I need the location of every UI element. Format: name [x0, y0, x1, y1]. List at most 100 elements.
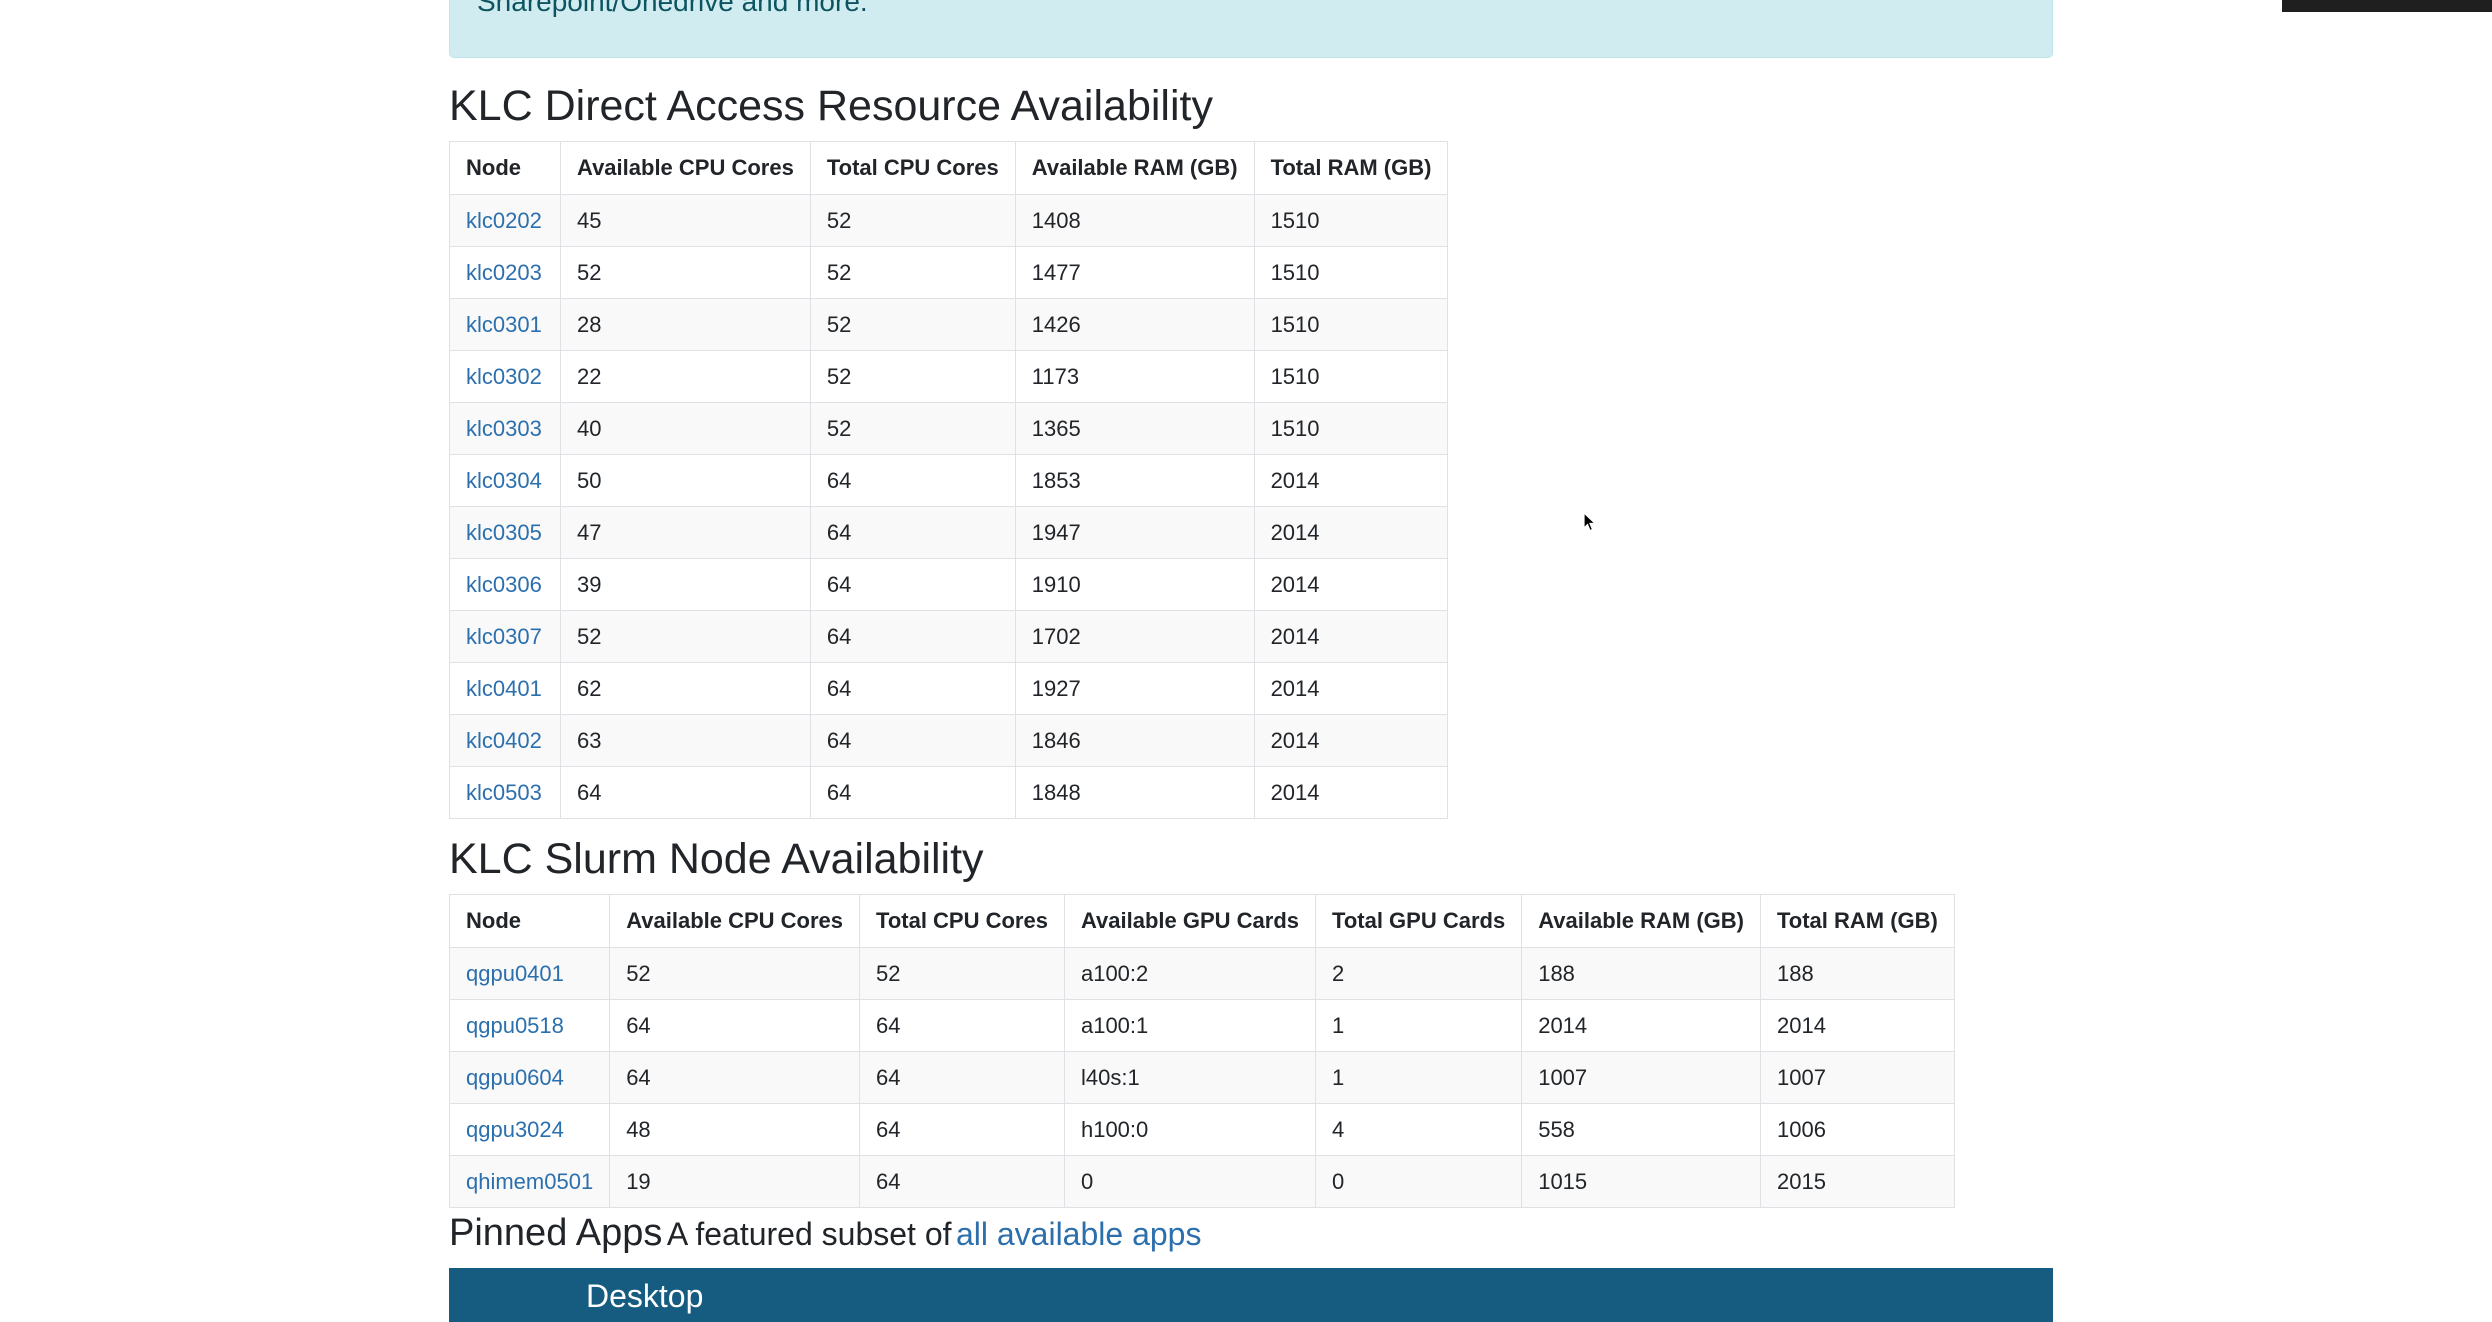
table-cell: 1015	[1521, 1155, 1761, 1208]
table-cell: 64	[809, 766, 1016, 819]
all-apps-link[interactable]: all available apps	[955, 1216, 1202, 1252]
node-cell: klc0301	[449, 298, 561, 351]
node-link[interactable]: klc0303	[466, 415, 542, 441]
node-cell: klc0306	[449, 558, 561, 611]
mouse-pointer-icon	[1583, 512, 1597, 532]
slurm-title: KLC Slurm Node Availability	[449, 835, 984, 883]
table-header-row: Node Available CPU Cores Total CPU Cores…	[448, 894, 1955, 948]
table-cell: 63	[560, 714, 811, 767]
node-link[interactable]: qgpu0604	[466, 1064, 564, 1090]
table-cell: 1477	[1014, 246, 1255, 299]
column-header: Available RAM (GB)	[1521, 894, 1761, 948]
table-row: qgpu0518 64 64 a100:1 1 2014 2014	[448, 999, 1955, 1052]
column-header: Total RAM (GB)	[1759, 894, 1955, 948]
column-header: Available CPU Cores	[560, 141, 811, 195]
node-link[interactable]: qgpu0401	[466, 960, 564, 986]
node-link[interactable]: klc0302	[466, 363, 542, 389]
table-cell: a100:1	[1063, 999, 1317, 1052]
table-cell: 1510	[1253, 246, 1449, 299]
table-cell: l40s:1	[1063, 1051, 1317, 1104]
table-cell: 45	[560, 194, 811, 247]
table-cell: 64	[859, 1051, 1065, 1104]
table-cell: 2014	[1253, 610, 1449, 663]
table-cell: 2014	[1253, 558, 1449, 611]
table-cell: 40	[560, 402, 811, 455]
table-cell: 48	[609, 1103, 861, 1156]
node-cell: qgpu3024	[448, 1103, 611, 1156]
table-cell: 64	[809, 506, 1016, 559]
node-link[interactable]: klc0401	[466, 675, 542, 701]
table-cell: 2014	[1253, 766, 1449, 819]
column-header: Node	[449, 141, 561, 195]
table-cell: 1947	[1014, 506, 1255, 559]
table-cell: 52	[859, 947, 1065, 1000]
table-cell: 1846	[1014, 714, 1255, 767]
table-cell: 64	[859, 1103, 1065, 1156]
table-cell: 2014	[1521, 999, 1761, 1052]
table-cell: 47	[560, 506, 811, 559]
desktop-app-card[interactable]: Desktop	[449, 1268, 2053, 1322]
node-link[interactable]: klc0203	[466, 259, 542, 285]
table-cell: 1	[1315, 1051, 1523, 1104]
node-cell: qgpu0518	[448, 999, 611, 1052]
node-link[interactable]: qgpu3024	[466, 1116, 564, 1142]
table-row: qgpu0401 52 52 a100:2 2 188 188	[448, 947, 1955, 1000]
table-cell: 64	[809, 610, 1016, 663]
table-header-row: Node Available CPU Cores Total CPU Cores…	[449, 141, 1449, 195]
table-row: klc0503 64 64 1848 2014	[449, 766, 1449, 819]
table-cell: 19	[609, 1155, 861, 1208]
table-cell: 1510	[1253, 194, 1449, 247]
node-link[interactable]: klc0306	[466, 571, 542, 597]
direct-access-table: Node Available CPU Cores Total CPU Cores…	[449, 141, 1449, 819]
table-cell: 28	[560, 298, 811, 351]
node-cell: qgpu0604	[448, 1051, 611, 1104]
pinned-apps-heading: Pinned Apps A featured subset of all ava…	[449, 1212, 1201, 1255]
node-link[interactable]: qhimem0501	[466, 1168, 594, 1194]
column-header: Total RAM (GB)	[1253, 141, 1449, 195]
table-cell: 1848	[1014, 766, 1255, 819]
info-alert: Sharepoint/Onedrive and more.	[449, 0, 2053, 58]
node-cell: klc0203	[449, 246, 561, 299]
node-link[interactable]: klc0301	[466, 311, 542, 337]
node-cell: qgpu0401	[448, 947, 611, 1000]
node-link[interactable]: klc0307	[466, 623, 542, 649]
table-cell: 2014	[1253, 662, 1449, 715]
node-link[interactable]: klc0503	[466, 779, 542, 805]
table-cell: 64	[809, 662, 1016, 715]
node-link[interactable]: klc0304	[466, 467, 542, 493]
table-cell: 1910	[1014, 558, 1255, 611]
table-cell: 64	[859, 999, 1065, 1052]
node-cell: klc0503	[449, 766, 561, 819]
table-cell: 1853	[1014, 454, 1255, 507]
table-cell: 50	[560, 454, 811, 507]
table-cell: 0	[1315, 1155, 1523, 1208]
table-cell: 1365	[1014, 402, 1255, 455]
table-row: qgpu0604 64 64 l40s:1 1 1007 1007	[448, 1051, 1955, 1104]
pinned-apps-subtitle: A featured subset of	[666, 1216, 952, 1252]
table-cell: 188	[1759, 947, 1955, 1000]
table-cell: 52	[560, 246, 811, 299]
column-header: Available GPU Cards	[1063, 894, 1317, 948]
table-cell: 52	[560, 610, 811, 663]
table-cell: 52	[809, 350, 1016, 403]
table-cell: 52	[809, 402, 1016, 455]
table-row: klc0303 40 52 1365 1510	[449, 402, 1449, 455]
table-cell: 558	[1521, 1103, 1761, 1156]
table-cell: 2014	[1253, 714, 1449, 767]
table-cell: 52	[809, 194, 1016, 247]
node-link[interactable]: qgpu0518	[466, 1012, 564, 1038]
node-cell: klc0202	[449, 194, 561, 247]
table-row: klc0401 62 64 1927 2014	[449, 662, 1449, 715]
node-link[interactable]: klc0202	[466, 207, 542, 233]
node-link[interactable]: klc0305	[466, 519, 542, 545]
table-cell: 1007	[1759, 1051, 1955, 1104]
node-cell: klc0307	[449, 610, 561, 663]
node-link[interactable]: klc0402	[466, 727, 542, 753]
table-row: qhimem0501 19 64 0 0 1015 2015	[448, 1155, 1955, 1208]
table-cell: 39	[560, 558, 811, 611]
table-row: klc0302 22 52 1173 1510	[449, 350, 1449, 403]
table-cell: 52	[809, 298, 1016, 351]
table-cell: 2014	[1759, 999, 1955, 1052]
table-cell: 0	[1063, 1155, 1317, 1208]
